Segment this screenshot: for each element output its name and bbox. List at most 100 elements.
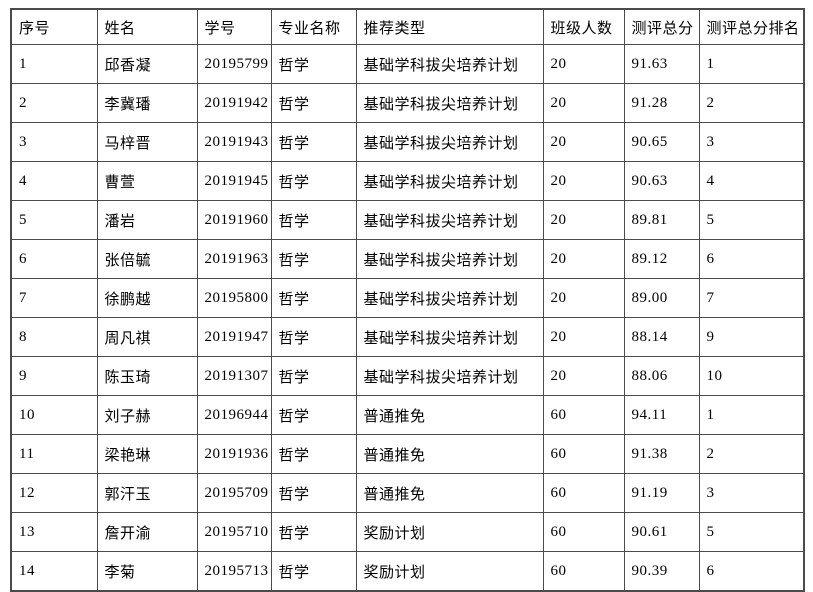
col-header-score-rank: 测评总分排名 [698, 8, 805, 45]
cell-score-rank: 6 [698, 239, 805, 279]
cell-major: 哲学 [270, 161, 357, 201]
cell-major: 哲学 [270, 83, 357, 123]
cell-total-score: 90.63 [623, 161, 700, 201]
cell-index: 1 [10, 44, 98, 84]
cell-name: 李冀璠 [96, 83, 198, 123]
cell-major: 哲学 [270, 278, 357, 318]
cell-total-score: 90.61 [623, 512, 700, 552]
cell-class-size: 20 [542, 161, 625, 201]
cell-name: 李菊 [96, 551, 198, 592]
cell-class-size: 20 [542, 122, 625, 162]
cell-student-id: 20191963 [196, 239, 272, 279]
col-header-name: 姓名 [96, 8, 198, 45]
cell-major: 哲学 [270, 122, 357, 162]
cell-recommend-type: 普通推免 [355, 434, 544, 474]
table-row: 9 陈玉琦 20191307 哲学 基础学科拔尖培养计划 20 88.06 10 [10, 356, 805, 396]
cell-class-size: 20 [542, 200, 625, 240]
cell-class-size: 60 [542, 551, 625, 592]
cell-student-id: 20195709 [196, 473, 272, 513]
cell-total-score: 89.00 [623, 278, 700, 318]
cell-student-id: 20196944 [196, 395, 272, 435]
cell-total-score: 91.19 [623, 473, 700, 513]
cell-index: 13 [10, 512, 98, 552]
cell-index: 14 [10, 551, 98, 592]
cell-class-size: 60 [542, 512, 625, 552]
cell-student-id: 20191960 [196, 200, 272, 240]
cell-name: 陈玉琦 [96, 356, 198, 396]
cell-score-rank: 6 [698, 551, 805, 592]
cell-major: 哲学 [270, 434, 357, 474]
cell-index: 6 [10, 239, 98, 279]
cell-student-id: 20191943 [196, 122, 272, 162]
table-row: 2 李冀璠 20191942 哲学 基础学科拔尖培养计划 20 91.28 2 [10, 83, 805, 123]
cell-score-rank: 5 [698, 512, 805, 552]
cell-total-score: 91.28 [623, 83, 700, 123]
cell-class-size: 20 [542, 317, 625, 357]
table-row: 10 刘子赫 20196944 哲学 普通推免 60 94.11 1 [10, 395, 805, 435]
table-row: 8 周凡祺 20191947 哲学 基础学科拔尖培养计划 20 88.14 9 [10, 317, 805, 357]
cell-score-rank: 3 [698, 473, 805, 513]
cell-recommend-type: 基础学科拔尖培养计划 [355, 239, 544, 279]
cell-class-size: 20 [542, 83, 625, 123]
cell-major: 哲学 [270, 395, 357, 435]
col-header-class-size: 班级人数 [542, 8, 625, 45]
cell-student-id: 20191947 [196, 317, 272, 357]
cell-class-size: 60 [542, 395, 625, 435]
cell-score-rank: 9 [698, 317, 805, 357]
cell-total-score: 90.39 [623, 551, 700, 592]
table-row: 1 邱香凝 20195799 哲学 基础学科拔尖培养计划 20 91.63 1 [10, 44, 805, 84]
cell-student-id: 20195799 [196, 44, 272, 84]
cell-recommend-type: 基础学科拔尖培养计划 [355, 122, 544, 162]
student-evaluation-table-container: 序号 姓名 学号 专业名称 推荐类型 班级人数 测评总分 测评总分排名 1 邱香凝… [10, 8, 805, 592]
cell-score-rank: 2 [698, 434, 805, 474]
cell-total-score: 91.63 [623, 44, 700, 84]
cell-major: 哲学 [270, 356, 357, 396]
cell-score-rank: 10 [698, 356, 805, 396]
cell-total-score: 88.14 [623, 317, 700, 357]
cell-name: 周凡祺 [96, 317, 198, 357]
cell-score-rank: 3 [698, 122, 805, 162]
col-header-major: 专业名称 [270, 8, 357, 45]
cell-index: 7 [10, 278, 98, 318]
cell-score-rank: 7 [698, 278, 805, 318]
table-row: 13 詹开渝 20195710 哲学 奖励计划 60 90.61 5 [10, 512, 805, 552]
cell-name: 徐鹏越 [96, 278, 198, 318]
table-row: 6 张倍毓 20191963 哲学 基础学科拔尖培养计划 20 89.12 6 [10, 239, 805, 279]
cell-total-score: 91.38 [623, 434, 700, 474]
cell-index: 3 [10, 122, 98, 162]
cell-student-id: 20195710 [196, 512, 272, 552]
cell-recommend-type: 基础学科拔尖培养计划 [355, 44, 544, 84]
cell-index: 8 [10, 317, 98, 357]
cell-recommend-type: 基础学科拔尖培养计划 [355, 200, 544, 240]
col-header-recommend-type: 推荐类型 [355, 8, 544, 45]
cell-index: 12 [10, 473, 98, 513]
table-row: 12 郭汗玉 20195709 哲学 普通推免 60 91.19 3 [10, 473, 805, 513]
table-body: 1 邱香凝 20195799 哲学 基础学科拔尖培养计划 20 91.63 1 2 李冀璠 2019… [10, 44, 805, 592]
cell-index: 11 [10, 434, 98, 474]
cell-total-score: 88.06 [623, 356, 700, 396]
cell-recommend-type: 普通推免 [355, 473, 544, 513]
cell-major: 哲学 [270, 239, 357, 279]
cell-recommend-type: 基础学科拔尖培养计划 [355, 356, 544, 396]
cell-total-score: 94.11 [623, 395, 700, 435]
cell-recommend-type: 基础学科拔尖培养计划 [355, 278, 544, 318]
cell-student-id: 20195800 [196, 278, 272, 318]
cell-name: 张倍毓 [96, 239, 198, 279]
table-row: 5 潘岩 20191960 哲学 基础学科拔尖培养计划 20 89.81 5 [10, 200, 805, 240]
table-row: 11 梁艳琳 20191936 哲学 普通推免 60 91.38 2 [10, 434, 805, 474]
cell-major: 哲学 [270, 473, 357, 513]
cell-recommend-type: 奖励计划 [355, 551, 544, 592]
cell-name: 马梓晋 [96, 122, 198, 162]
cell-name: 刘子赫 [96, 395, 198, 435]
table-row: 3 马梓晋 20191943 哲学 基础学科拔尖培养计划 20 90.65 3 [10, 122, 805, 162]
cell-score-rank: 2 [698, 83, 805, 123]
cell-total-score: 89.12 [623, 239, 700, 279]
cell-name: 郭汗玉 [96, 473, 198, 513]
cell-major: 哲学 [270, 200, 357, 240]
table-row: 7 徐鹏越 20195800 哲学 基础学科拔尖培养计划 20 89.00 7 [10, 278, 805, 318]
cell-student-id: 20191936 [196, 434, 272, 474]
cell-major: 哲学 [270, 44, 357, 84]
cell-score-rank: 1 [698, 395, 805, 435]
cell-class-size: 20 [542, 44, 625, 84]
col-header-index: 序号 [10, 8, 98, 45]
